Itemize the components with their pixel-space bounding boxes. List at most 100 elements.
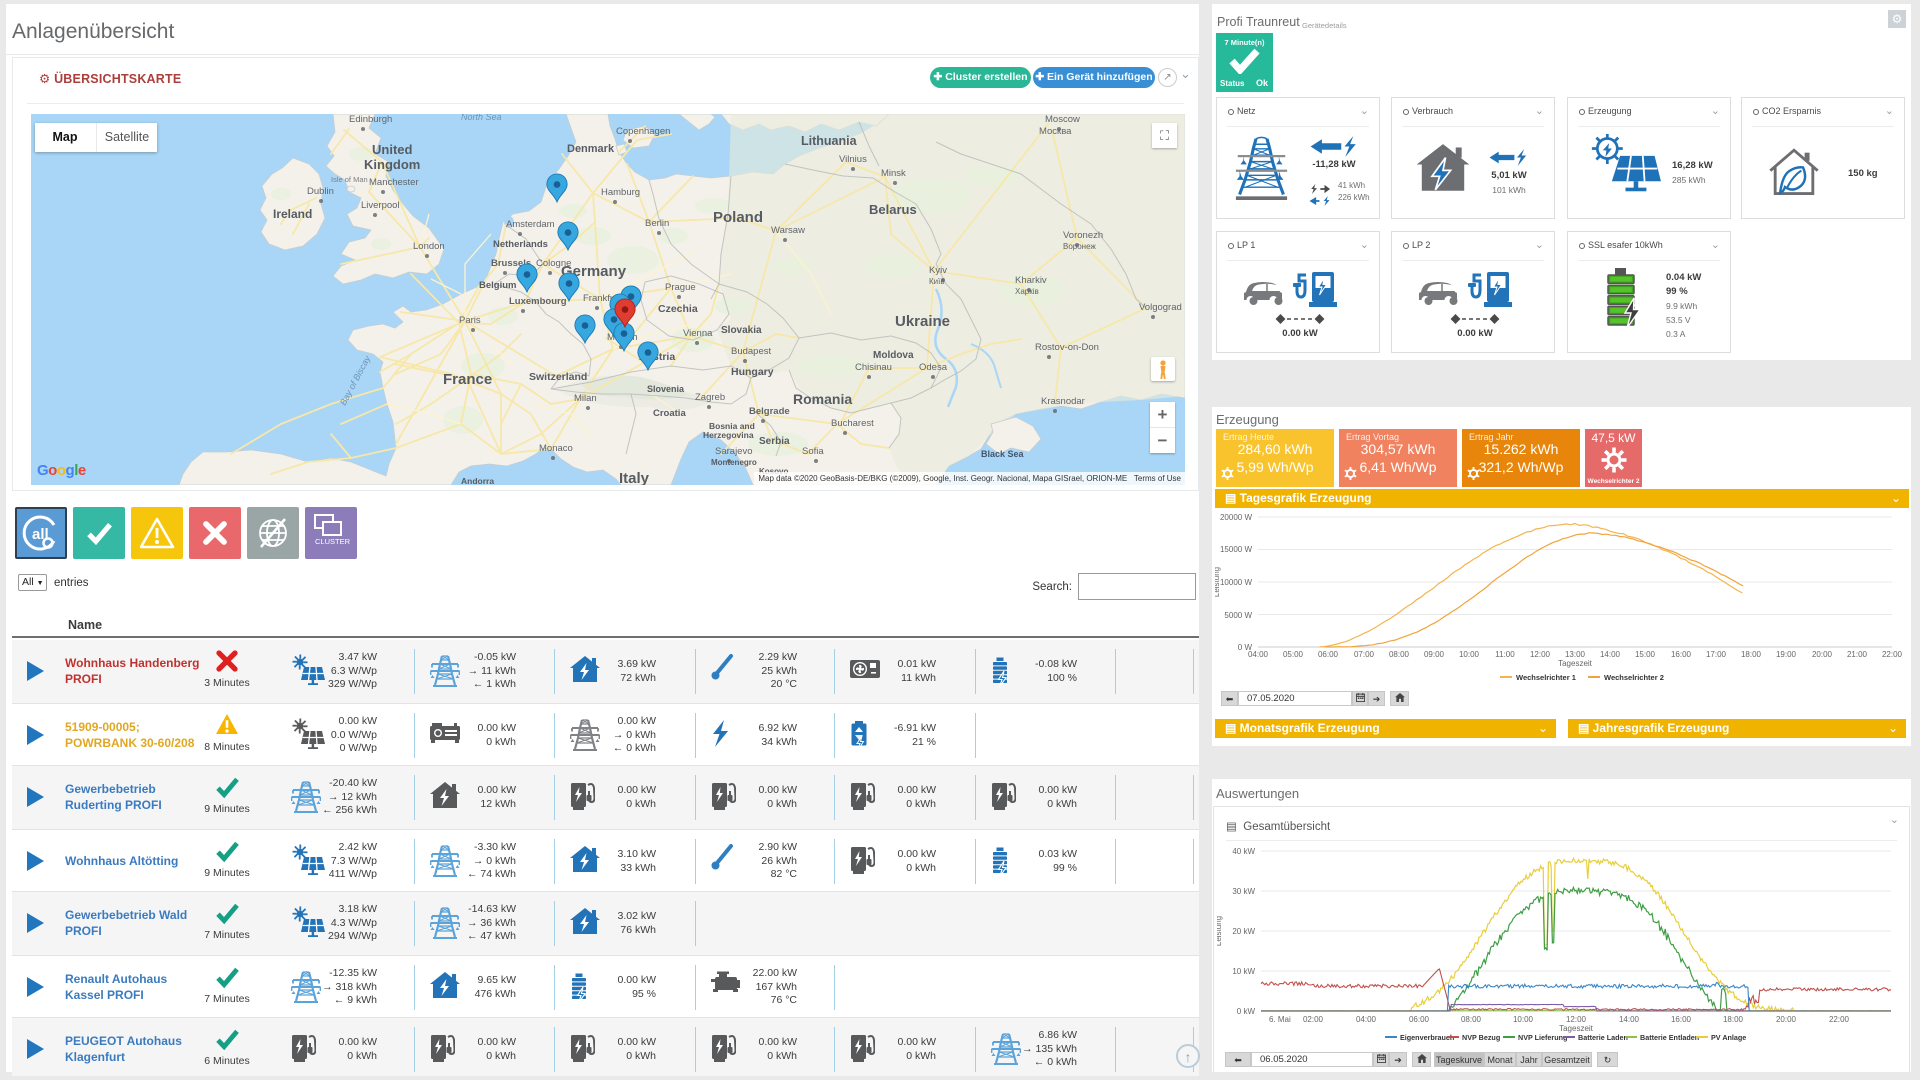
svg-text:Liverpool: Liverpool (361, 200, 400, 211)
svg-text:14:00: 14:00 (1600, 650, 1621, 659)
svg-text:Germany: Germany (561, 263, 627, 280)
svg-text:North Sea: North Sea (461, 114, 502, 122)
svg-text:NVP Lieferung: NVP Lieferung (1518, 1033, 1567, 1042)
svg-text:Hamburg: Hamburg (601, 187, 640, 198)
svg-text:20:00: 20:00 (1812, 650, 1833, 659)
svg-text:20:00: 20:00 (1776, 1015, 1797, 1024)
svg-text:London: London (413, 241, 445, 252)
svg-text:Croatia: Croatia (653, 408, 686, 419)
svg-text:Serbia: Serbia (759, 436, 790, 447)
svg-text:Netherlands: Netherlands (493, 239, 548, 250)
svg-text:10:00: 10:00 (1459, 650, 1480, 659)
svg-text:16:00: 16:00 (1671, 650, 1692, 659)
svg-text:United: United (372, 142, 413, 157)
svg-text:0 W: 0 W (1238, 643, 1253, 652)
svg-text:Copenhagen: Copenhagen (616, 126, 670, 137)
svg-text:02:00: 02:00 (1303, 1015, 1324, 1024)
svg-text:Slovakia: Slovakia (721, 325, 762, 336)
svg-text:Moldova: Moldova (873, 350, 914, 361)
svg-text:04:00: 04:00 (1356, 1015, 1377, 1024)
svg-text:20000 W: 20000 W (1220, 513, 1252, 522)
svg-text:Kingdom: Kingdom (364, 157, 420, 172)
svg-text:10:00: 10:00 (1513, 1015, 1534, 1024)
svg-text:Odesa: Odesa (919, 362, 948, 373)
svg-text:Herzegovina: Herzegovina (703, 430, 754, 440)
svg-text:Wechselrichter 2: Wechselrichter 2 (1604, 673, 1664, 682)
svg-text:Bucharest: Bucharest (831, 418, 874, 429)
svg-text:Kyiv: Kyiv (929, 265, 947, 276)
svg-text:Montenegro: Montenegro (711, 458, 757, 467)
svg-text:NVP Bezug: NVP Bezug (1462, 1033, 1500, 1042)
svg-text:Tageszeit: Tageszeit (1558, 659, 1593, 668)
svg-text:Харків: Харків (1015, 287, 1039, 296)
svg-text:12:00: 12:00 (1530, 650, 1551, 659)
svg-text:all: all (32, 526, 49, 543)
svg-text:09:00: 09:00 (1424, 650, 1445, 659)
svg-text:Ukraine: Ukraine (895, 313, 950, 330)
svg-text:Vienna: Vienna (683, 328, 713, 339)
svg-text:05:00: 05:00 (1283, 650, 1304, 659)
svg-text:CLUSTER: CLUSTER (315, 537, 351, 545)
svg-text:Wechselrichter 1: Wechselrichter 1 (1516, 673, 1576, 682)
svg-text:10 kW: 10 kW (1232, 967, 1255, 976)
svg-text:08:00: 08:00 (1461, 1015, 1482, 1024)
svg-text:Monaco: Monaco (539, 443, 573, 454)
svg-text:40 kW: 40 kW (1232, 847, 1255, 856)
svg-text:Romania: Romania (793, 391, 852, 407)
svg-text:14:00: 14:00 (1619, 1015, 1640, 1024)
svg-text:5000 W: 5000 W (1224, 611, 1252, 620)
svg-text:12:00: 12:00 (1566, 1015, 1587, 1024)
svg-text:Bosnia and: Bosnia and (709, 421, 755, 431)
svg-text:13:00: 13:00 (1565, 650, 1586, 659)
svg-text:Isle of Man: Isle of Man (331, 175, 368, 184)
svg-text:Belgrade: Belgrade (749, 406, 790, 417)
svg-text:Switzerland: Switzerland (529, 371, 587, 383)
svg-text:Warsaw: Warsaw (771, 225, 805, 236)
svg-text:15000 W: 15000 W (1220, 545, 1252, 554)
svg-text:Eigenverbrauch: Eigenverbrauch (1400, 1033, 1454, 1042)
svg-text:18:00: 18:00 (1723, 1015, 1744, 1024)
svg-text:Berlin: Berlin (645, 218, 669, 229)
svg-text:18:00: 18:00 (1741, 650, 1762, 659)
svg-text:06:00: 06:00 (1409, 1015, 1430, 1024)
svg-text:Black Sea: Black Sea (981, 449, 1025, 459)
svg-text:Moscow: Moscow (1045, 114, 1080, 125)
svg-text:Belgium: Belgium (479, 280, 516, 291)
svg-text:Київ: Київ (929, 277, 945, 286)
svg-text:Sofia: Sofia (802, 446, 824, 457)
svg-text:Tageszeit: Tageszeit (1559, 1024, 1594, 1033)
svg-text:Manchester: Manchester (369, 177, 419, 188)
svg-text:Hungary: Hungary (731, 366, 774, 378)
svg-text:Edinburgh: Edinburgh (349, 114, 392, 125)
svg-text:06:00: 06:00 (1318, 650, 1339, 659)
svg-text:15:00: 15:00 (1635, 650, 1656, 659)
svg-text:Воронеж: Воронеж (1063, 242, 1096, 251)
svg-text:Andorra: Andorra (461, 476, 494, 485)
svg-text:Denmark: Denmark (567, 143, 615, 155)
svg-text:Voronezh: Voronezh (1063, 230, 1103, 241)
svg-text:6. Mai: 6. Mai (1269, 1015, 1291, 1024)
svg-text:Dublin: Dublin (307, 186, 334, 197)
svg-text:Москва: Москва (1039, 126, 1072, 137)
svg-text:Chisinau: Chisinau (855, 362, 892, 373)
svg-text:22:00: 22:00 (1829, 1015, 1850, 1024)
svg-text:Leistung: Leistung (1217, 916, 1223, 946)
svg-text:France: France (443, 371, 492, 388)
svg-text:Lithuania: Lithuania (801, 134, 858, 148)
svg-text:Italy: Italy (619, 470, 650, 485)
svg-text:16:00: 16:00 (1671, 1015, 1692, 1024)
svg-text:Vilnius: Vilnius (839, 154, 867, 165)
svg-text:Rostov-on-Don: Rostov-on-Don (1035, 342, 1099, 353)
svg-text:07:00: 07:00 (1354, 650, 1375, 659)
svg-text:Luxembourg: Luxembourg (509, 296, 567, 307)
svg-text:Kosovo: Kosovo (759, 467, 788, 476)
svg-text:Ireland: Ireland (273, 207, 312, 221)
svg-text:Czechia: Czechia (658, 303, 698, 315)
svg-text:21:00: 21:00 (1847, 650, 1868, 659)
svg-text:Belarus: Belarus (869, 202, 917, 217)
svg-text:04:00: 04:00 (1248, 650, 1269, 659)
svg-text:Paris: Paris (459, 315, 481, 326)
svg-text:Leistung: Leistung (1215, 567, 1221, 597)
svg-text:Volgograd: Volgograd (1139, 302, 1182, 313)
svg-text:Krasnodar: Krasnodar (1041, 396, 1085, 407)
